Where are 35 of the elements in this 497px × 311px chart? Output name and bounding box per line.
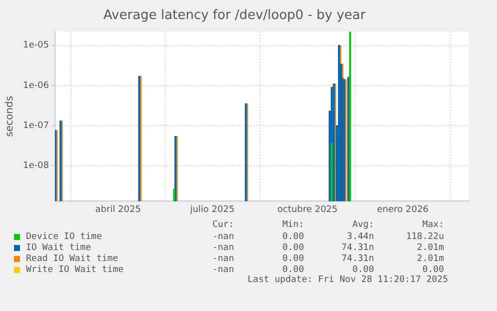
- text: 2.01m: [416, 242, 444, 252]
- text: -nan: [211, 232, 234, 242]
- x-tick-label: abril 2025: [95, 204, 141, 215]
- text: Max:: [421, 220, 444, 231]
- text: 74.31n: [340, 242, 374, 252]
- text: 2.01m: [416, 254, 444, 264]
- x-tick-label: octubre 2025: [277, 204, 338, 215]
- legend-label: IO Wait time: [26, 242, 92, 252]
- legend-label: Read IO Wait time: [26, 254, 118, 264]
- y-tick-label: 1e-07: [22, 120, 49, 131]
- text: Avg:: [351, 220, 374, 231]
- chart-title: Average latency for /dev/loop0 - by year: [103, 8, 366, 24]
- text: 0.00: [281, 254, 304, 264]
- legend-label: Device IO time: [26, 232, 102, 242]
- legend-label: Write IO Wait time: [26, 264, 124, 274]
- y-axis-title: seconds: [4, 96, 16, 137]
- y-tick-label: 1e-08: [22, 161, 50, 172]
- text: Min:: [281, 220, 304, 231]
- x-tick-label: julio 2025: [189, 204, 235, 215]
- text: 118.22u: [405, 232, 444, 242]
- text: -nan: [211, 242, 234, 252]
- x-tick-label: enero 2026: [376, 204, 429, 215]
- y-tick-label: 1e-05: [22, 40, 49, 51]
- text: 0.00: [351, 264, 374, 274]
- text: 0.00: [421, 264, 444, 274]
- text: -nan: [211, 264, 234, 274]
- text: 0.00: [281, 242, 304, 252]
- text: 0.00: [281, 264, 304, 274]
- text: Cur:: [211, 220, 234, 231]
- text: Last update: Fri Nov 28 11:20:17 2025: [246, 275, 448, 287]
- text: 3.44n: [346, 232, 374, 242]
- text: 0.00: [281, 232, 304, 242]
- text: -nan: [211, 254, 234, 264]
- y-tick-label: 1e-06: [22, 80, 50, 91]
- text: 74.31n: [340, 254, 374, 264]
